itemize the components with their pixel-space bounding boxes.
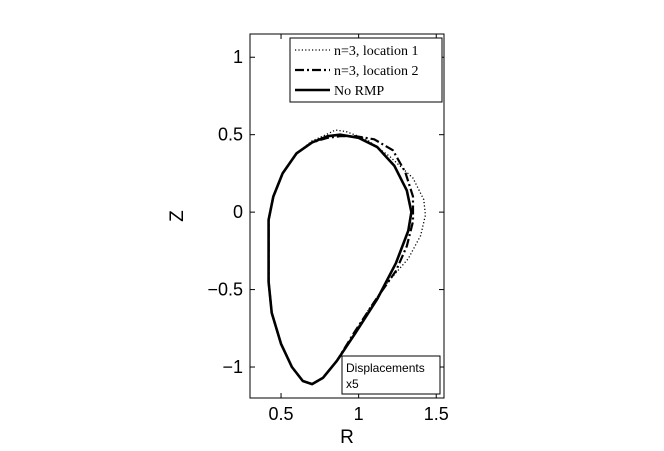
legend-label-1: n=3, location 1 [334,44,419,59]
y-axis-label: Z [167,210,188,222]
legend: n=3, location 1 n=3, location 2 No RMP [289,37,443,103]
plot-area-frame [249,33,445,399]
annotation-box: Displacements x5 [341,355,441,395]
x-axis-label: R [340,427,354,448]
x-tick-label: 0.5 [269,404,294,424]
tick-layer: 0.5 1 1.5 −1 −0.5 0 0.5 1 [207,34,449,424]
annotation-frame [341,355,441,395]
y-tick-label: 0 [233,202,243,222]
legend-label-2: n=3, location 2 [334,64,419,79]
y-tick-label: −0.5 [207,280,243,300]
y-tick-label: 1 [233,47,243,67]
x-tick-label: 1 [354,404,364,424]
y-tick-label: 0.5 [218,125,243,145]
legend-label-3: No RMP [334,84,384,99]
y-tick-label: −1 [222,357,243,377]
series-line-3 [267,133,413,386]
annotation-line-1: Displacements [346,361,425,375]
x-tick-label: 1.5 [424,404,449,424]
series-layer [267,129,427,386]
annotation-line-2: x5 [346,377,359,391]
